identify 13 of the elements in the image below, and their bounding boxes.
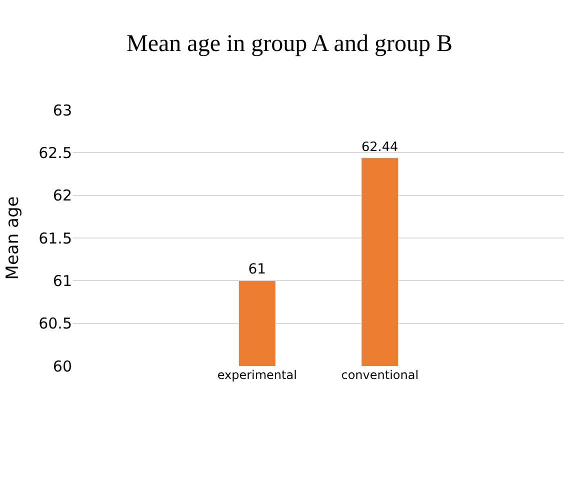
y-tick-label: 61.5 — [38, 229, 72, 248]
data-label: 62.44 — [361, 140, 398, 156]
y-tick-label: 62.5 — [38, 144, 72, 162]
y-axis-title: Mean age — [3, 196, 24, 280]
y-tick-label: 60.5 — [38, 314, 72, 333]
chart-title: Mean age in group A and group B — [126, 30, 452, 57]
y-tick-label: 63 — [52, 101, 72, 120]
x-tick-label: conventional — [341, 368, 419, 382]
y-tick-label: 61 — [52, 272, 72, 290]
y-tick-label: 60 — [52, 357, 72, 376]
data-label: 61 — [248, 262, 266, 278]
y-tick-label: 62 — [52, 186, 72, 205]
x-tick-label: experimental — [217, 368, 297, 382]
